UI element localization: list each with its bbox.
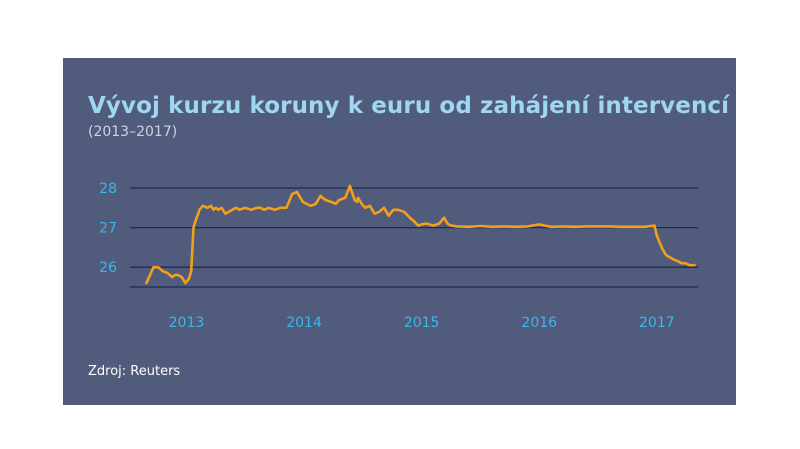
y-tick-label: 26 <box>99 260 117 276</box>
x-tick-label: 2016 <box>521 315 557 331</box>
y-tick-label: 28 <box>99 181 117 197</box>
chart-subtitle: (2013–2017) <box>88 124 178 140</box>
y-tick-label: 27 <box>99 221 117 237</box>
y-axis-tick-labels: 26 27 28 <box>99 181 117 276</box>
chart-panel <box>63 58 736 405</box>
exchange-rate-line <box>145 184 696 285</box>
x-axis-tick-labels: 2013 2014 2015 2016 2017 <box>169 315 675 331</box>
gridlines <box>130 187 698 288</box>
x-tick-label: 2017 <box>639 315 675 331</box>
x-tick-label: 2015 <box>404 315 440 331</box>
source-note: Zdroj: Reuters <box>88 364 181 379</box>
x-tick-label: 2013 <box>169 315 205 331</box>
x-tick-label: 2014 <box>286 315 322 331</box>
chart-title: Vývoj kurzu koruny k euru od zahájení in… <box>88 93 730 119</box>
